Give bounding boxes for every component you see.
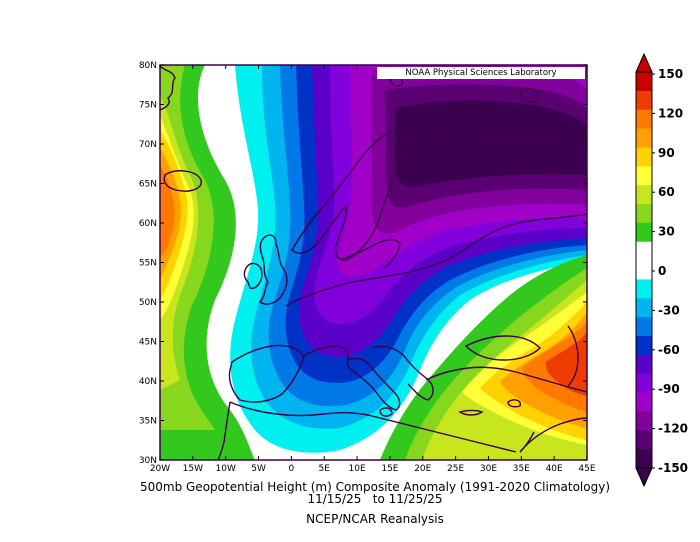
longitude-label: 10W: [216, 464, 236, 474]
coast-black-sea: [464, 335, 541, 361]
longitude-label: 30E: [480, 464, 497, 474]
coast-russia-north: [419, 127, 587, 141]
colorbar-segment: [636, 392, 652, 412]
coast-italy: [346, 357, 401, 411]
colorbar-labels: 150 120 90 60 30 0 -30 -60 -90 -120 -150: [652, 67, 688, 475]
colorbar-segment: [636, 373, 652, 394]
coastlines: [160, 65, 587, 460]
coast-sicily: [379, 407, 393, 417]
colorbar-label: 90: [658, 146, 675, 160]
colorbar-label: 30: [658, 225, 675, 239]
coast-continent-north: [285, 213, 587, 307]
colorbar-segment: [636, 109, 652, 130]
coast-scandinavia: [291, 127, 421, 261]
longitude-label: 5E: [319, 464, 331, 474]
coast-france-med: [303, 345, 350, 361]
longitude-label: 35E: [513, 464, 530, 474]
colorbar-label: -30: [658, 303, 680, 317]
colorbar-segment: [636, 430, 652, 450]
colorbar-label: -150: [658, 461, 688, 475]
longitude-label: 45E: [578, 464, 595, 474]
colorbar-top-arrow: [635, 52, 653, 73]
latitude-label: 60N: [139, 219, 157, 229]
colorbar-label: 60: [658, 185, 675, 199]
latitude-labels: 80N 75N 70N 65N 60N 55N 50N 45N 40N 35N 30N: [139, 61, 157, 466]
colorbar-label: -120: [658, 422, 688, 436]
latitude-label: 30N: [139, 456, 157, 466]
anomaly-field: [160, 65, 587, 460]
coast-arabia: [519, 417, 587, 453]
data-source: NCEP/NCAR Reanalysis: [306, 512, 444, 526]
coast-crete: [458, 409, 484, 416]
colorbar-segment: [636, 166, 652, 186]
longitude-label: 20E: [414, 464, 431, 474]
colorbar-label: 0: [658, 264, 666, 278]
coast-caspian: [567, 325, 579, 387]
colorbar-label: -60: [658, 343, 680, 357]
longitude-label: 15E: [381, 464, 398, 474]
colorbar-segment: [636, 449, 652, 469]
colorbar-frame: [635, 71, 653, 469]
coast-britain: [258, 234, 288, 305]
coast-greece-turkey: [425, 366, 587, 393]
coast-ireland: [243, 262, 263, 289]
colorbar-label: -90: [658, 382, 680, 396]
latitude-label: 35N: [139, 417, 157, 427]
coast-red-sea: [519, 431, 535, 453]
longitude-label: 10E: [349, 464, 366, 474]
axis-ticks: [159, 64, 588, 461]
credit-label: NOAA Physical Sciences Laboratory: [377, 67, 585, 79]
latitude-label: 55N: [139, 259, 157, 269]
longitude-labels: 20W 15W 10W 5W 0 5E 10E 15E 20E 25E 30E 35E 40E 45E: [150, 464, 596, 474]
coast-iberia: [228, 344, 305, 403]
longitude-label: 0: [289, 464, 295, 474]
colorbar-segment: [636, 317, 652, 337]
coast-iceland: [163, 170, 202, 192]
latitude-label: 50N: [139, 298, 157, 308]
colorbar-segment: [636, 298, 652, 318]
contour-west-pos-210: [160, 165, 175, 258]
colorbar-segment: [636, 279, 652, 299]
latitude-label: 80N: [139, 61, 157, 71]
coast-baltic: [339, 238, 401, 269]
longitude-label: 25E: [447, 464, 464, 474]
colorbar-segment: [636, 185, 652, 205]
longitude-label: 15W: [183, 464, 203, 474]
coast-africa-west: [217, 401, 231, 460]
colorbar-label: 120: [658, 106, 683, 120]
longitude-label: 5W: [251, 464, 266, 474]
longitude-label: 20W: [150, 464, 170, 474]
map-title: 500mb Geopotential Height (m) Composite …: [139, 480, 610, 494]
date-range: 11/15/25 to 11/25/25: [307, 492, 443, 506]
colorbar-segment: [636, 222, 652, 243]
colorbar-segment: [636, 72, 652, 92]
latitude-label: 70N: [139, 140, 157, 150]
coast-greenland: [160, 65, 176, 111]
latitude-label: 45N: [139, 338, 157, 348]
coast-cyprus: [507, 399, 521, 408]
colorbar-segment: [636, 411, 652, 431]
colorbar-segment: [636, 241, 652, 262]
latitude-label: 75N: [139, 101, 157, 111]
colorbar-segment: [636, 204, 652, 224]
colorbar-label: 150: [658, 67, 683, 81]
contour-neg-300: [394, 100, 587, 187]
colorbar-segment: [636, 147, 652, 167]
longitude-label: 40E: [546, 464, 563, 474]
latitude-label: 65N: [139, 180, 157, 190]
coast-novaya-zemlya: [519, 87, 541, 104]
colorbar-segment: [636, 90, 652, 111]
colorbar-segment: [636, 354, 652, 375]
latitude-label: 40N: [139, 377, 157, 387]
coast-balkans: [371, 345, 434, 401]
colorbar-segment: [636, 336, 652, 356]
colorbar: [635, 52, 653, 488]
colorbar-segment: [636, 128, 652, 148]
colorbar-segment: [636, 260, 652, 280]
coast-north-africa: [229, 401, 517, 453]
